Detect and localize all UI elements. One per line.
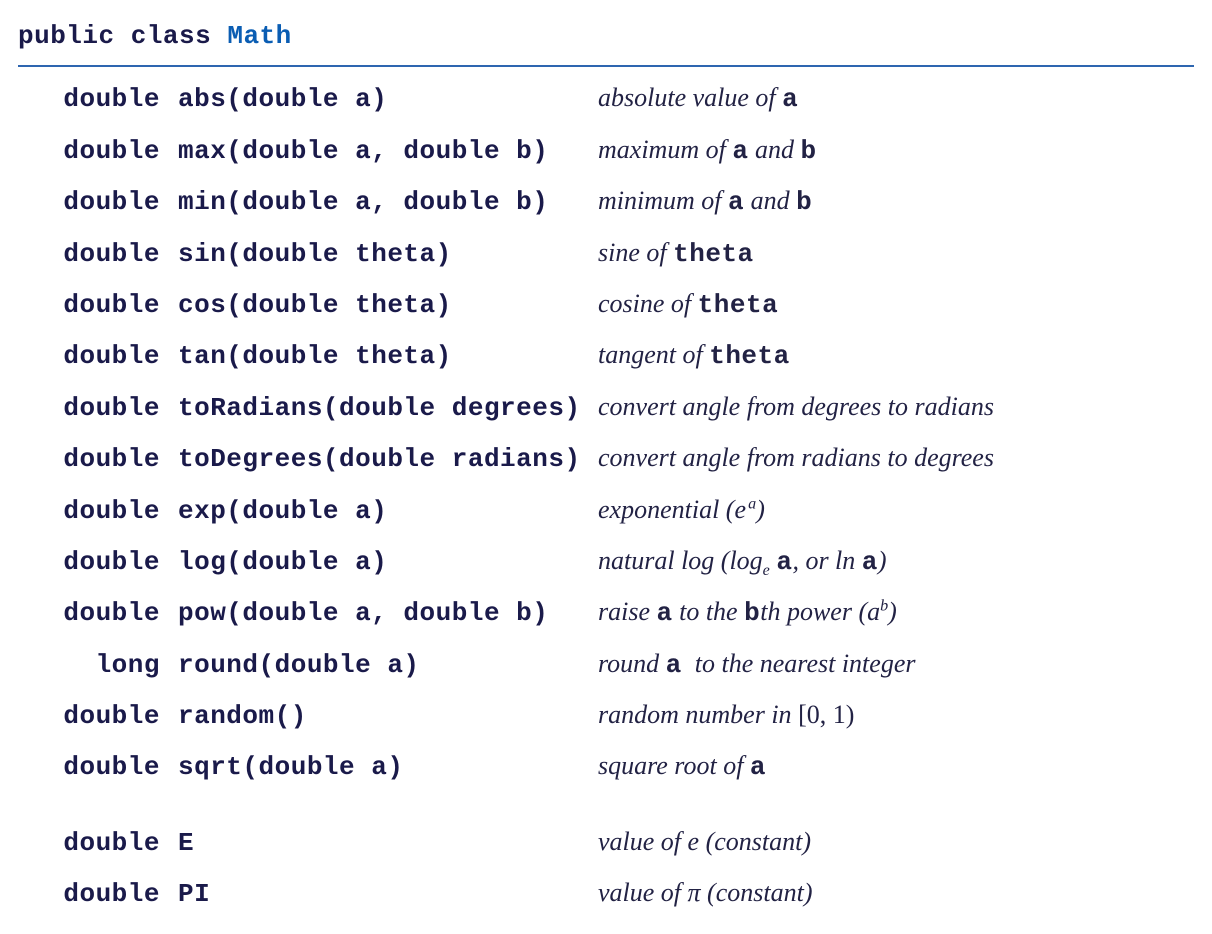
signature: sin(double theta) bbox=[178, 230, 598, 279]
signature: max(double a, double b) bbox=[178, 127, 598, 176]
api-row: doublesqrt(double a)square root of a bbox=[18, 741, 1194, 792]
signature: sqrt(double a) bbox=[178, 743, 598, 792]
api-row: doubleexp(double a)exponential (e a) bbox=[18, 485, 1194, 536]
api-row: doublepow(double a, double b)raise a to … bbox=[18, 587, 1194, 638]
signature: log(double a) bbox=[178, 538, 598, 587]
api-row: doubleEvalue of e (constant) bbox=[18, 817, 1194, 868]
description: value of e (constant) bbox=[598, 817, 1194, 866]
signature: toRadians(double degrees) bbox=[178, 384, 598, 433]
return-type: long bbox=[50, 641, 178, 690]
api-row: longround(double a)round a to the neares… bbox=[18, 639, 1194, 690]
api-row: doublemin(double a, double b)minimum of … bbox=[18, 176, 1194, 227]
signature: tan(double theta) bbox=[178, 332, 598, 381]
signature: PI bbox=[178, 870, 598, 919]
signature: E bbox=[178, 819, 598, 868]
signature: cos(double theta) bbox=[178, 281, 598, 330]
return-type: double bbox=[50, 870, 178, 919]
return-type: double bbox=[50, 127, 178, 176]
header-prefix: public class bbox=[18, 21, 227, 51]
api-row: doublesin(double theta)sine of theta bbox=[18, 228, 1194, 279]
return-type: double bbox=[50, 230, 178, 279]
api-row: doubletoRadians(double degrees)convert a… bbox=[18, 382, 1194, 433]
constants-table: doubleEvalue of e (constant)doublePIvalu… bbox=[18, 817, 1194, 920]
return-type: double bbox=[50, 692, 178, 741]
api-row: doublePIvalue of π (constant) bbox=[18, 868, 1194, 919]
description: cosine of theta bbox=[598, 279, 1194, 330]
signature: min(double a, double b) bbox=[178, 178, 598, 227]
signature: exp(double a) bbox=[178, 487, 598, 536]
description: tangent of theta bbox=[598, 330, 1194, 381]
api-row: doubleabs(double a)absolute value of a bbox=[18, 73, 1194, 124]
description: maximum of a and b bbox=[598, 125, 1194, 176]
return-type: double bbox=[50, 589, 178, 638]
signature: random() bbox=[178, 692, 598, 741]
return-type: double bbox=[50, 743, 178, 792]
description: convert angle from radians to degrees bbox=[598, 433, 1194, 482]
signature: toDegrees(double radians) bbox=[178, 435, 598, 484]
return-type: double bbox=[50, 435, 178, 484]
description: raise a to the bth power (ab) bbox=[598, 587, 1194, 638]
return-type: double bbox=[50, 281, 178, 330]
signature: abs(double a) bbox=[178, 75, 598, 124]
return-type: double bbox=[50, 384, 178, 433]
api-row: doublerandom()random number in [0, 1) bbox=[18, 690, 1194, 741]
methods-table: doubleabs(double a)absolute value of ado… bbox=[18, 73, 1194, 792]
return-type: double bbox=[50, 178, 178, 227]
description: value of π (constant) bbox=[598, 868, 1194, 917]
class-header: public class Math bbox=[18, 12, 1194, 67]
signature: pow(double a, double b) bbox=[178, 589, 598, 638]
description: exponential (e a) bbox=[598, 485, 1194, 534]
api-row: doubletan(double theta)tangent of theta bbox=[18, 330, 1194, 381]
description: absolute value of a bbox=[598, 73, 1194, 124]
header-classname: Math bbox=[227, 21, 291, 51]
description: random number in [0, 1) bbox=[598, 690, 1194, 739]
api-row: doubletoDegrees(double radians)convert a… bbox=[18, 433, 1194, 484]
return-type: double bbox=[50, 75, 178, 124]
return-type: double bbox=[50, 332, 178, 381]
description: sine of theta bbox=[598, 228, 1194, 279]
return-type: double bbox=[50, 819, 178, 868]
section-gap bbox=[18, 793, 1194, 817]
description: convert angle from degrees to radians bbox=[598, 382, 1194, 431]
signature: round(double a) bbox=[178, 641, 598, 690]
description: round a to the nearest integer bbox=[598, 639, 1194, 690]
api-row: doublecos(double theta)cosine of theta bbox=[18, 279, 1194, 330]
description: square root of a bbox=[598, 741, 1194, 792]
api-row: doublelog(double a)natural log (loge a, … bbox=[18, 536, 1194, 587]
return-type: double bbox=[50, 487, 178, 536]
return-type: double bbox=[50, 538, 178, 587]
description: natural log (loge a, or ln a) bbox=[598, 536, 1194, 587]
description: minimum of a and b bbox=[598, 176, 1194, 227]
api-row: doublemax(double a, double b)maximum of … bbox=[18, 125, 1194, 176]
